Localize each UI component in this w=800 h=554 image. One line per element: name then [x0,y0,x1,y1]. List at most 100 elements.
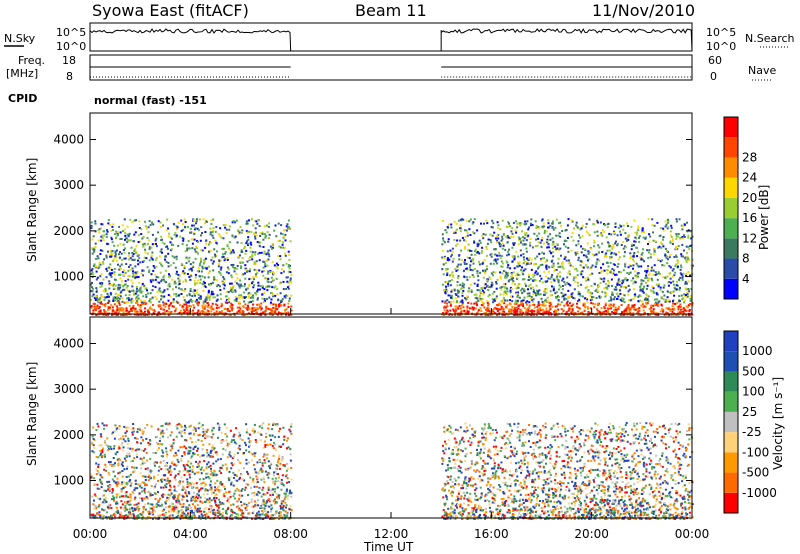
heatmap-cell [551,285,553,288]
heatmap-cell [534,257,537,260]
heatmap-cell [222,276,225,279]
heatmap-cell [446,290,449,293]
heatmap-cell [611,268,614,270]
heatmap-cell [175,255,178,258]
heatmap-cell [489,239,492,241]
heatmap-cell [183,309,186,312]
heatmap-cell [508,236,511,239]
heatmap-cell [529,310,532,313]
heatmap-cell [523,296,526,299]
heatmap-cell [566,276,569,279]
heatmap-cell [464,259,466,261]
heatmap-cell [468,290,470,293]
heatmap-cell [277,240,280,242]
heatmap-cell [237,505,240,507]
heatmap-cell [113,268,116,270]
heatmap-cell [496,310,499,312]
heatmap-cell [492,262,495,265]
heatmap-cell [643,298,646,301]
heatmap-cell [164,465,167,467]
heatmap-cell [186,483,189,486]
heatmap-cell [251,295,254,298]
heatmap-cell [140,272,143,275]
heatmap-cell [565,303,568,306]
heatmap-cell [537,308,540,310]
heatmap-cell [536,244,539,247]
heatmap-cell [456,265,459,268]
heatmap-cell [228,225,231,228]
heatmap-cell [171,305,174,308]
heatmap-cell [145,293,147,296]
power-ylabel: Slant Range [km] [25,158,39,262]
heatmap-cell [650,269,653,272]
heatmap-cell [113,499,115,502]
heatmap-cell [534,271,537,274]
heatmap-cell [114,311,117,314]
heatmap-cell [486,284,489,287]
heatmap-cell [202,443,205,446]
heatmap-cell [123,288,126,291]
heatmap-cell [121,300,124,303]
heatmap-cell [103,298,106,301]
heatmap-cell [210,259,213,262]
heatmap-cell [200,234,202,237]
heatmap-cell [244,303,247,306]
heatmap-cell [512,221,515,224]
heatmap-cell [510,272,513,275]
heatmap-cell [443,309,446,312]
heatmap-cell [152,285,155,288]
heatmap-cell [100,435,103,438]
heatmap-cell [117,283,120,286]
heatmap-cell [97,505,100,508]
heatmap-cell [196,227,199,230]
heatmap-cell [259,314,262,316]
heatmap-cell [522,262,525,265]
heatmap-cell [557,296,560,298]
heatmap-cell [479,241,482,244]
heatmap-cell [473,240,476,243]
heatmap-cell [446,305,449,308]
heatmap-cell [187,464,190,467]
heatmap-cell [205,220,208,223]
heatmap-cell [552,220,554,223]
heatmap-cell [685,288,688,291]
heatmap-cell [134,307,137,310]
heatmap-cell [492,222,495,225]
noise-panel-frame [89,22,693,52]
heatmap-cell [100,300,103,303]
heatmap-cell [194,507,197,510]
heatmap-cell [565,240,568,242]
heatmap-cell [244,489,246,491]
heatmap-cell [126,284,129,287]
heatmap-cell [506,266,509,269]
heatmap-cell [198,468,201,471]
heatmap-cell [275,510,278,513]
heatmap-cell [103,453,106,456]
heatmap-cell [280,314,283,316]
heatmap-cell [200,259,202,262]
heatmap-cell [175,286,177,289]
freq-label-1: Freq. [18,54,45,67]
heatmap-cell [156,449,159,452]
heatmap-cell [524,282,527,285]
heatmap-cell [648,233,651,236]
heatmap-cell [459,218,462,221]
y-tick-label: 1000 [53,270,84,284]
heatmap-cell [460,310,463,313]
heatmap-cell [196,492,199,495]
heatmap-cell [687,236,690,239]
heatmap-cell [555,218,558,221]
heatmap-cell [107,306,110,309]
heatmap-cell [160,239,163,242]
heatmap-cell [644,301,647,304]
heatmap-cell [579,236,582,239]
heatmap-cell [539,303,542,306]
heatmap-cell [601,242,604,245]
heatmap-cell [679,303,682,306]
heatmap-cell [573,288,576,291]
heatmap-cell [228,228,231,231]
heatmap-cell [280,224,283,227]
heatmap-cell [158,313,161,316]
heatmap-cell [128,299,131,301]
heatmap-cell [446,309,449,312]
